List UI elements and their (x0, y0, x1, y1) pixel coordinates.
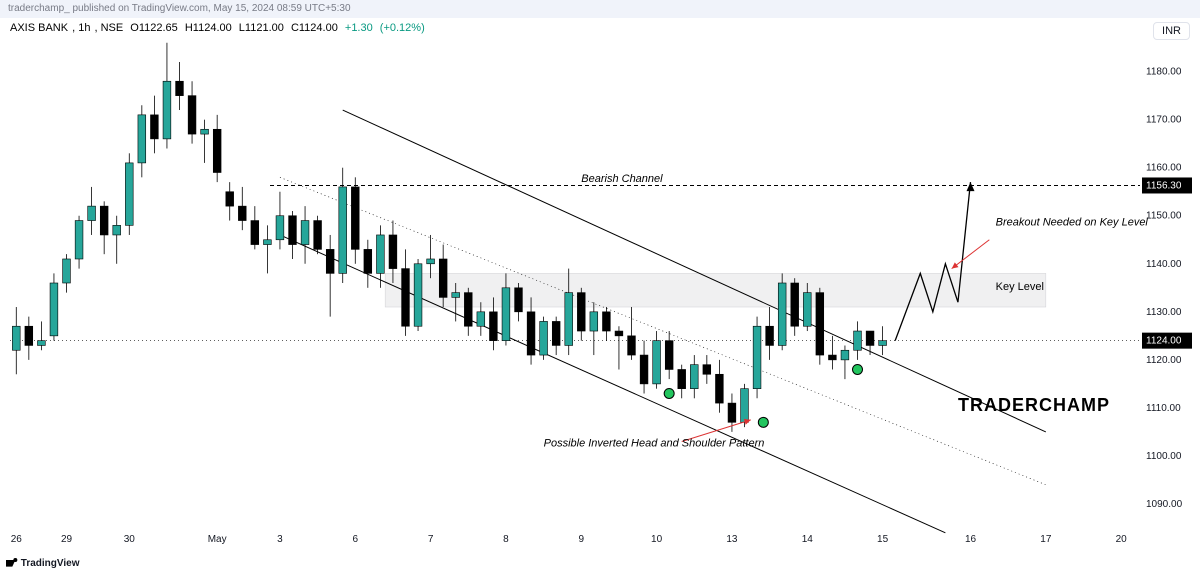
exchange: NSE (101, 22, 124, 34)
svg-text:Breakout Needed on Key Level: Breakout Needed on Key Level (996, 216, 1149, 228)
svg-text:3: 3 (277, 534, 283, 545)
svg-text:13: 13 (726, 534, 738, 545)
svg-text:Possible Inverted Head and Sho: Possible Inverted Head and Shoulder Patt… (544, 437, 765, 449)
svg-text:1140.00: 1140.00 (1146, 259, 1182, 270)
watermark: TRADERCHAMP (958, 395, 1110, 416)
price-chart[interactable]: Bearish Channel Possible Inverted Head an… (0, 18, 1200, 571)
change-abs: +1.30 (345, 22, 373, 34)
svg-text:8: 8 (503, 534, 509, 545)
svg-text:6: 6 (352, 534, 358, 545)
ohlc-o: O1122.65 (130, 22, 178, 34)
svg-text:1120.00: 1120.00 (1146, 355, 1182, 366)
symbol-name: AXIS BANK (10, 22, 68, 34)
svg-text:Key Level: Key Level (996, 281, 1044, 293)
svg-text:1156.30: 1156.30 (1146, 180, 1182, 191)
svg-text:29: 29 (61, 534, 73, 545)
svg-text:1180.00: 1180.00 (1146, 67, 1182, 78)
svg-text:9: 9 (578, 534, 584, 545)
svg-text:May: May (208, 534, 227, 545)
ohlc-c: C1124.00 (291, 22, 338, 34)
svg-text:26: 26 (11, 534, 23, 545)
tradingview-logo: TradingView (6, 556, 80, 569)
currency-button[interactable]: INR (1153, 22, 1190, 40)
svg-text:15: 15 (877, 534, 889, 545)
svg-text:1130.00: 1130.00 (1146, 307, 1182, 318)
svg-text:30: 30 (124, 534, 136, 545)
svg-text:1100.00: 1100.00 (1146, 451, 1182, 462)
svg-text:1110.00: 1110.00 (1146, 403, 1181, 414)
publish-info: traderchamp_ published on TradingView.co… (0, 0, 1200, 18)
ohlc-l: L1121.00 (239, 22, 284, 34)
symbol-header: AXIS BANK, 1h, NSE O1122.65 H1124.00 L11… (10, 22, 429, 34)
svg-text:1150.00: 1150.00 (1146, 211, 1182, 222)
svg-text:1160.00: 1160.00 (1146, 163, 1182, 174)
svg-text:7: 7 (428, 534, 434, 545)
svg-text:Bearish Channel: Bearish Channel (581, 173, 663, 185)
svg-text:1124.00: 1124.00 (1146, 336, 1182, 347)
ohlc-h: H1124.00 (185, 22, 232, 34)
svg-text:20: 20 (1116, 534, 1128, 545)
svg-text:16: 16 (965, 534, 977, 545)
svg-text:1170.00: 1170.00 (1146, 115, 1182, 126)
svg-text:1090.00: 1090.00 (1146, 499, 1183, 510)
svg-text:14: 14 (802, 534, 814, 545)
change-pct: (+0.12%) (380, 22, 425, 34)
svg-text:17: 17 (1040, 534, 1052, 545)
svg-text:10: 10 (651, 534, 663, 545)
timeframe: 1h (78, 22, 90, 34)
